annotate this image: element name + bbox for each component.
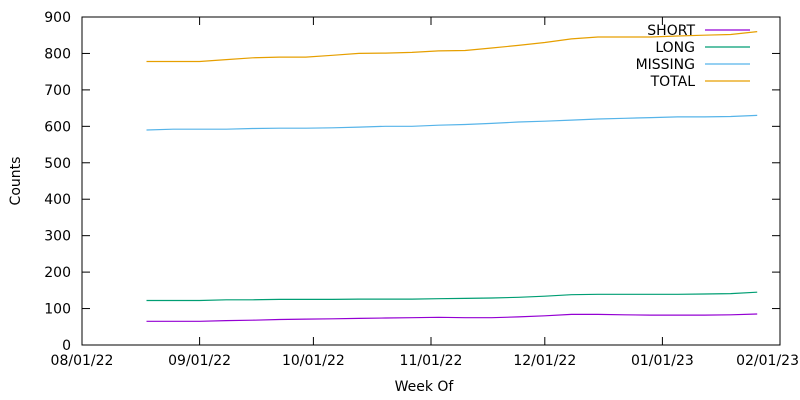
x-tick-label: 09/01/22 <box>168 353 231 369</box>
x-tick-label: 02/01/23 <box>736 353 799 369</box>
series-line-total <box>146 31 758 63</box>
y-tick-label: 500 <box>44 156 71 172</box>
series-line-missing <box>146 114 758 131</box>
x-tick-label: 10/01/22 <box>282 353 345 369</box>
x-axis: 08/01/22 09/01/22 10/01/22 11/01/22 12/01/22… <box>51 17 799 369</box>
x-axis-label: Week Of <box>395 379 455 395</box>
y-tick-label: 100 <box>44 302 71 318</box>
y-tick-label: 400 <box>44 192 71 208</box>
x-tick-label: 08/01/22 <box>51 353 114 369</box>
x-tick-label: 12/01/22 <box>513 353 576 369</box>
y-tick-label: 300 <box>44 229 71 245</box>
x-tick-label: 11/01/22 <box>400 353 463 369</box>
x-tick-label: 01/01/23 <box>631 353 694 369</box>
series-lines <box>146 31 758 322</box>
legend-label-long: LONG <box>655 40 695 56</box>
y-tick-label: 800 <box>44 46 71 62</box>
y-tick-label: 0 <box>62 338 71 354</box>
series-line-short <box>146 313 758 322</box>
legend-label-short: SHORT <box>647 23 695 39</box>
y-tick-label: 600 <box>44 119 71 135</box>
legend-label-missing: MISSING <box>636 57 695 73</box>
legend-label-total: TOTAL <box>650 74 696 90</box>
y-tick-label: 900 <box>44 10 71 26</box>
y-axis-label: Counts <box>8 157 24 206</box>
y-tick-label: 200 <box>44 265 71 281</box>
y-axis: 0 100 200 300 400 500 600 700 800 900 <box>44 10 780 354</box>
series-line-long <box>146 291 758 302</box>
y-tick-label: 700 <box>44 83 71 99</box>
